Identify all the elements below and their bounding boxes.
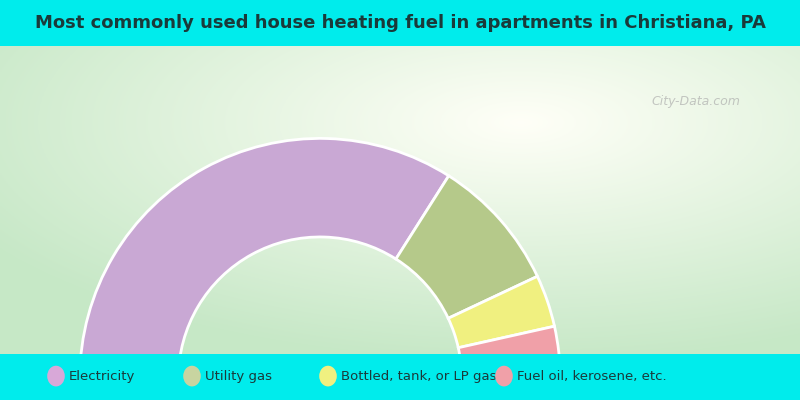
Text: Electricity: Electricity: [69, 370, 135, 382]
Wedge shape: [448, 276, 554, 348]
Ellipse shape: [47, 366, 65, 386]
Ellipse shape: [183, 366, 201, 386]
Ellipse shape: [495, 366, 513, 386]
Wedge shape: [80, 138, 449, 379]
Ellipse shape: [319, 366, 337, 386]
Text: Most commonly used house heating fuel in apartments in Christiana, PA: Most commonly used house heating fuel in…: [34, 14, 766, 32]
Wedge shape: [458, 326, 560, 379]
Wedge shape: [396, 176, 538, 318]
Text: Fuel oil, kerosene, etc.: Fuel oil, kerosene, etc.: [517, 370, 666, 382]
Text: City-Data.com: City-Data.com: [651, 95, 741, 108]
Text: Utility gas: Utility gas: [205, 370, 272, 382]
Text: Bottled, tank, or LP gas: Bottled, tank, or LP gas: [341, 370, 496, 382]
